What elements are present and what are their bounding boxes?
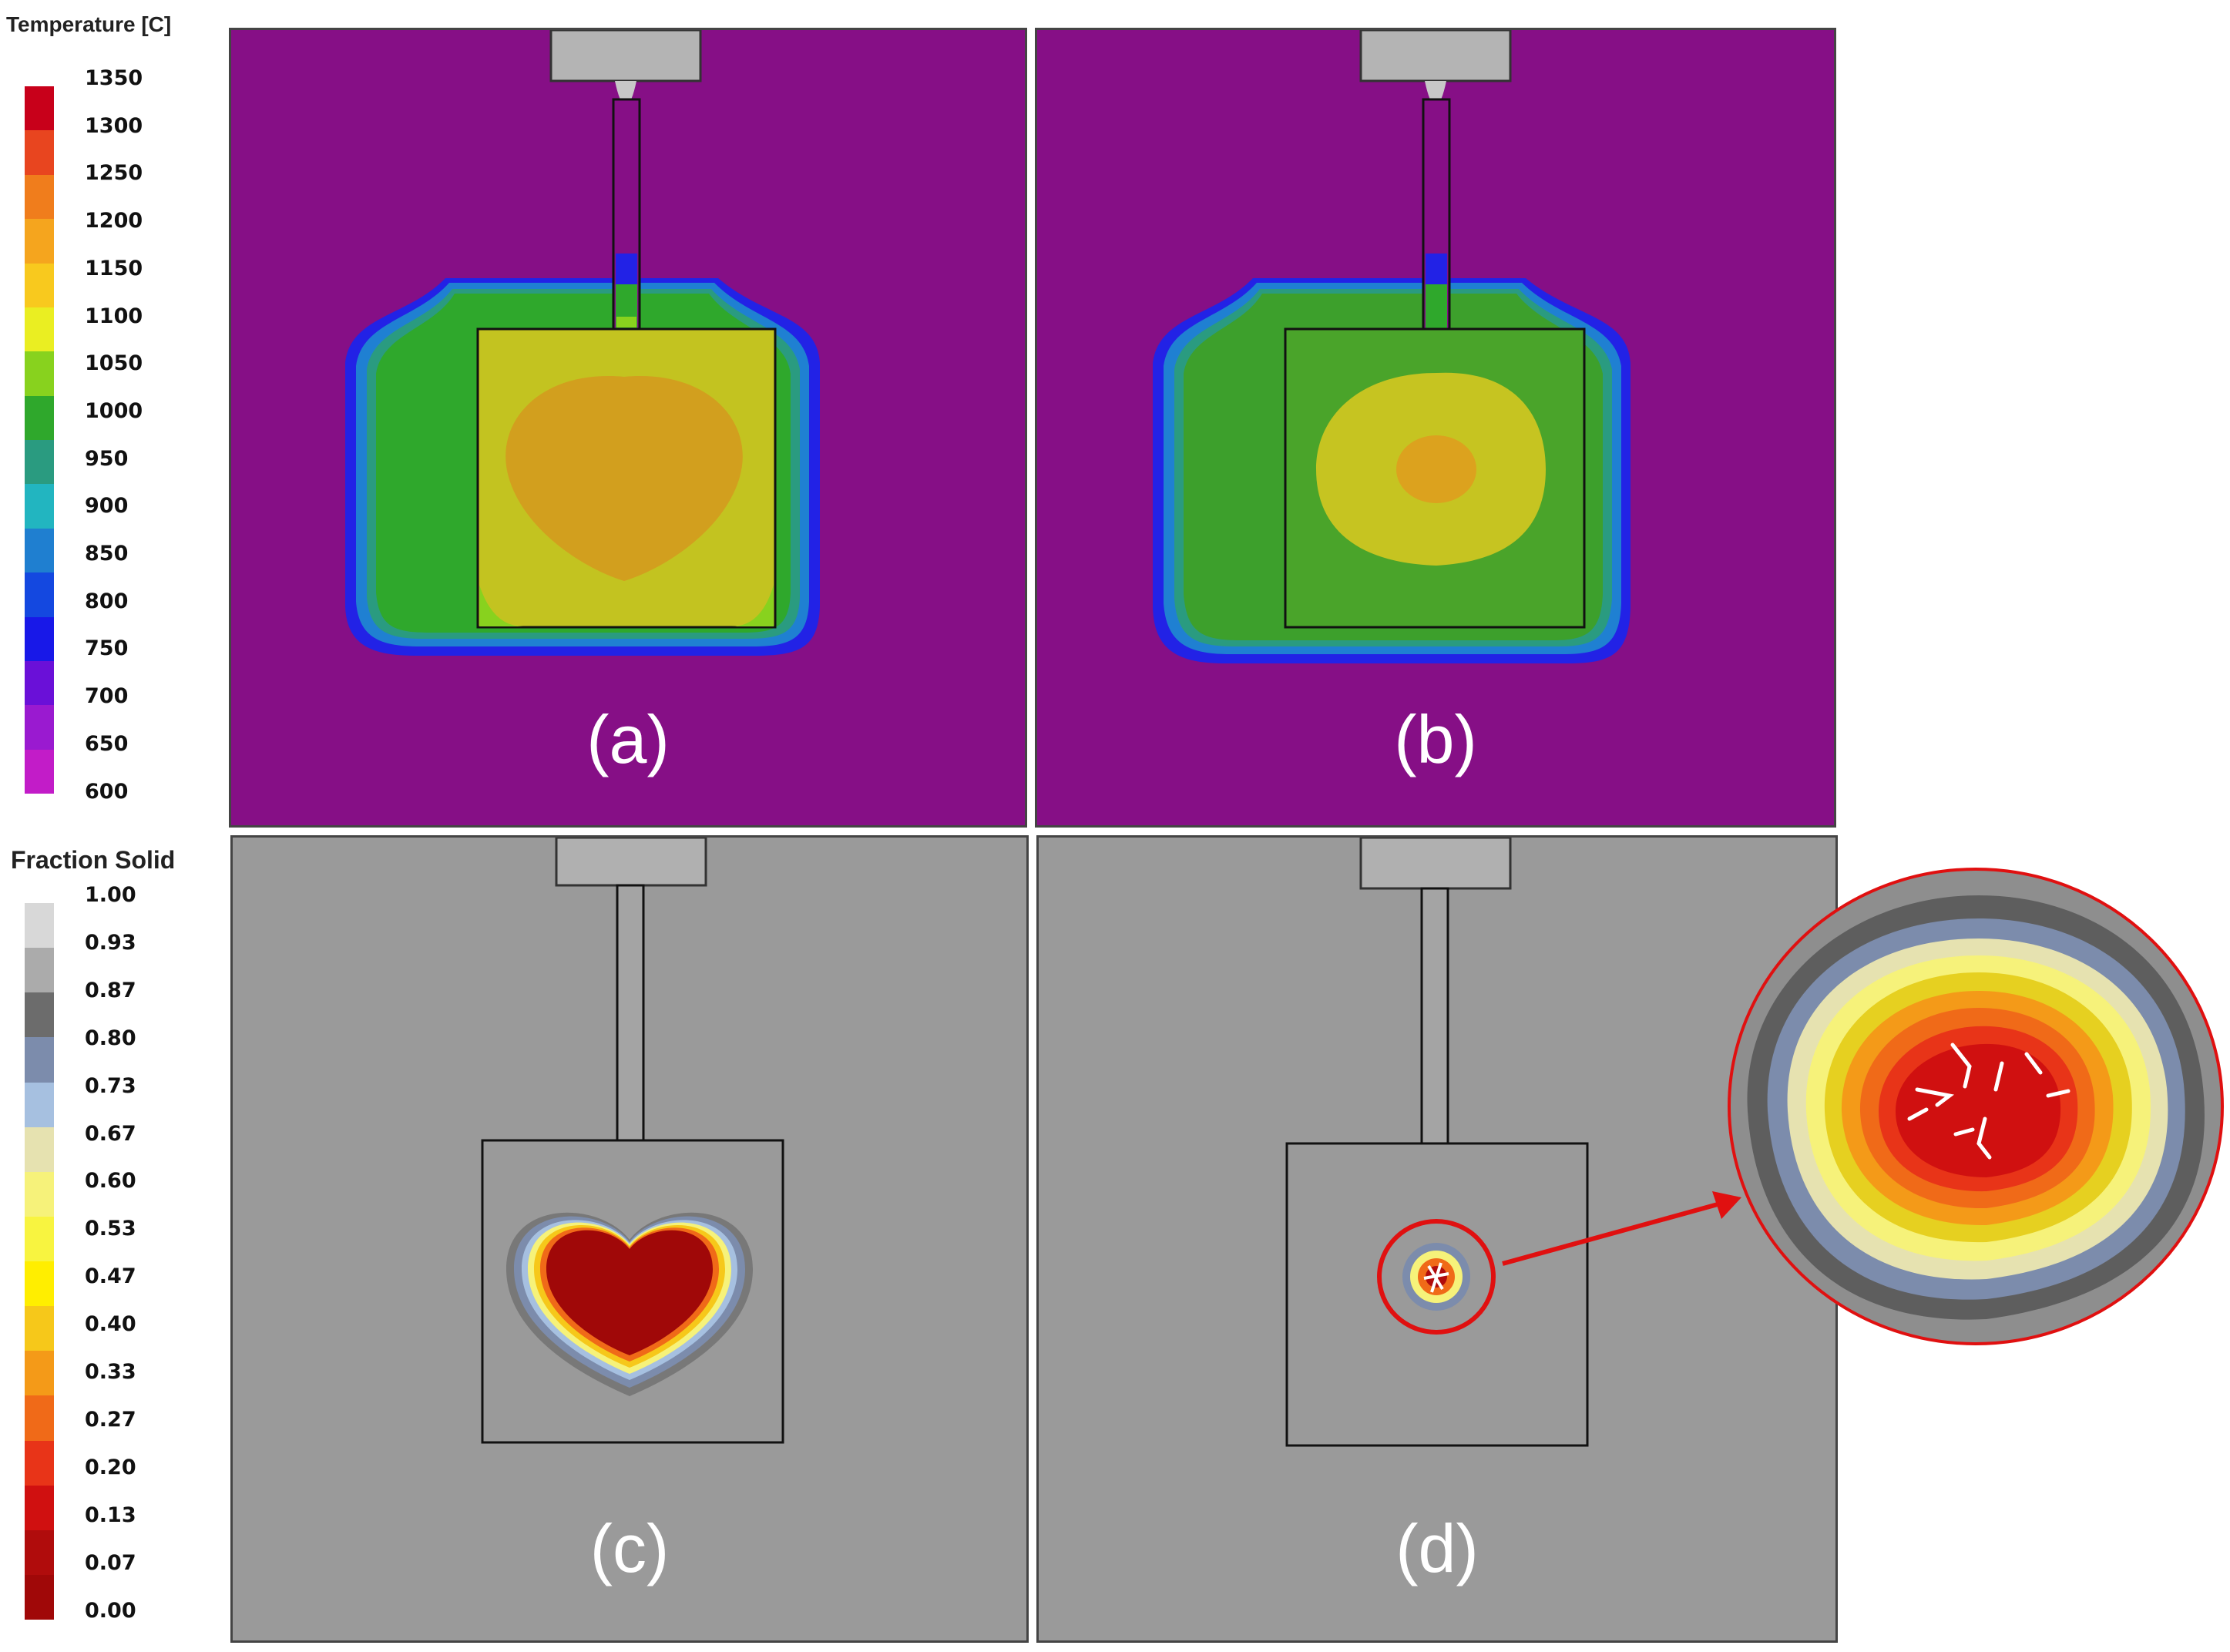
temperature-tick-label: 1000 [85,398,143,423]
fraction-solid-color-bar [25,903,54,1620]
fraction-solid-tick-label: 0.67 [85,1121,136,1146]
temperature-color-segment [25,528,54,573]
panel-c-label: (c) [589,1510,670,1587]
fraction-solid-tick-label: 0.53 [85,1217,136,1241]
temperature-color-segment [25,440,54,485]
fraction-solid-tick-label: 0.93 [85,930,136,955]
fraction-solid-tick-label: 0.87 [85,978,136,1002]
temperature-color-segment [25,749,54,794]
fraction-solid-tick-label: 0.47 [85,1264,136,1289]
temperature-color-segment [25,616,54,661]
fraction-solid-color-segment [25,1037,54,1083]
fraction-solid-color-segment [25,948,54,993]
temperature-tick-label: 1050 [85,351,143,376]
panel-d-label: (d) [1395,1510,1479,1587]
fraction-solid-color-segment [25,1529,54,1575]
temperature-tick-label: 650 [85,731,129,756]
fraction-solid-color-segment [25,903,54,949]
temperature-color-segment [25,219,54,264]
temperature-tick-label: 800 [85,589,129,613]
temperature-tick-label: 1100 [85,304,143,328]
fraction-solid-color-segment [25,1485,54,1530]
temperature-legend-title: Temperature [C] [6,12,172,36]
panel-b-label: (b) [1394,701,1477,777]
fraction-solid-color-segment [25,1574,54,1620]
fraction-solid-tick-label: 0.33 [85,1360,136,1384]
panel-b-temperature-field: (b) [1035,28,1836,828]
fraction-solid-color-segment [25,1395,54,1441]
fraction-solid-tick-label: 0.73 [85,1073,136,1098]
temperature-tick-label: 750 [85,636,129,661]
temperature-tick-label: 600 [85,779,129,804]
temperature-color-segment [25,307,54,352]
fraction-solid-tick-label: 1.00 [85,883,136,907]
fraction-solid-color-segment [25,1306,54,1351]
panel-d-fraction-solid: (d) [1036,835,1838,1643]
fraction-solid-tick-label: 0.00 [85,1598,136,1623]
temperature-tick-label: 900 [85,494,129,519]
temperature-color-segment [25,130,54,175]
temperature-tick-label: 1150 [85,256,143,280]
fraction-solid-tick-label: 0.80 [85,1026,136,1050]
temperature-tick-label: 950 [85,446,129,471]
fraction-solid-tick-label: 0.07 [85,1550,136,1575]
temperature-color-segment [25,572,54,617]
fraction-solid-tick-label: 0.27 [85,1407,136,1432]
temperature-tick-label: 850 [85,542,129,566]
magnification-arrow [1502,1191,1741,1266]
fraction-solid-color-segment [25,1261,54,1307]
temperature-color-segment [25,660,54,706]
temperature-color-segment [25,705,54,750]
panel-a-temperature-field: (a) [229,28,1027,828]
temperature-tick-label: 1250 [85,161,143,186]
temperature-tick-label: 1350 [85,66,143,90]
temperature-tick-label: 1300 [85,113,143,138]
temperature-color-bar [25,86,54,794]
fraction-solid-tick-label: 0.60 [85,1169,136,1194]
panel-a-label: (a) [586,701,670,777]
panel-c-fraction-solid: (c) [230,835,1029,1643]
temperature-color-segment [25,263,54,307]
temperature-tick-label: 1200 [85,209,143,233]
fraction-solid-color-segment [25,1440,54,1486]
temperature-color-segment [25,174,54,220]
fraction-solid-color-segment [25,1216,54,1261]
fraction-solid-color-segment [25,1127,54,1172]
fraction-solid-tick-label: 0.13 [85,1503,136,1527]
temperature-color-segment [25,86,54,131]
fraction-solid-color-segment [25,992,54,1038]
fraction-solid-color-segment [25,1351,54,1396]
fraction-solid-color-segment [25,1082,54,1127]
magnified-inset [1725,865,2227,1348]
fraction-solid-tick-label: 0.40 [85,1312,136,1337]
temperature-tick-label: 700 [85,684,129,709]
temperature-color-segment [25,395,54,440]
temperature-color-segment [25,351,54,396]
fraction-solid-color-segment [25,1171,54,1217]
fraction-solid-tick-label: 0.20 [85,1455,136,1479]
temperature-color-segment [25,484,54,529]
fraction-solid-legend-title: Fraction Solid [11,846,176,874]
